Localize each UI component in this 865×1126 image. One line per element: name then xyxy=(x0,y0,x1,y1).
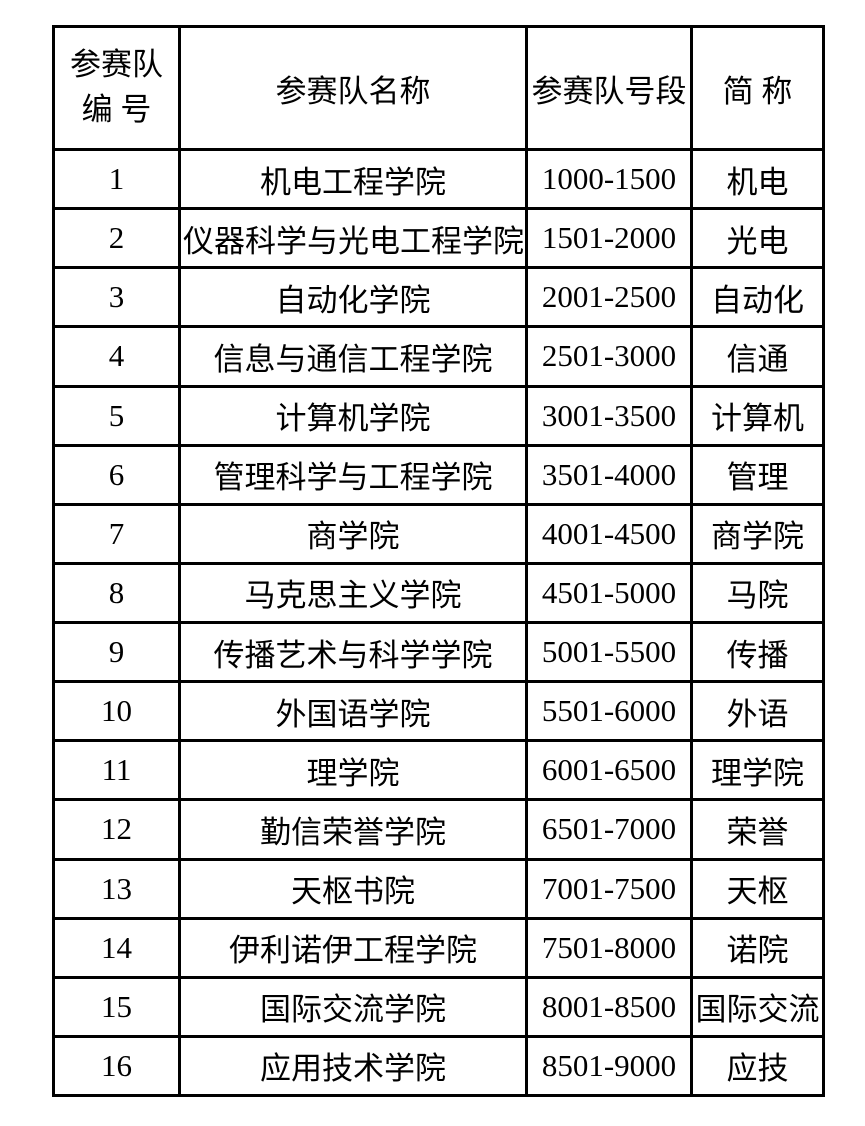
table-row: 12 勤信荣誉学院 6501-7000 荣誉 xyxy=(52,798,825,861)
cell-team-number: 7 xyxy=(52,502,181,565)
cell-team-number: 14 xyxy=(52,916,181,979)
cell-team-range: 7001-7500 xyxy=(525,857,693,920)
cell-abbr: 诺院 xyxy=(690,916,825,979)
header-team-name: 参赛队名称 xyxy=(178,25,528,151)
cell-team-name: 理学院 xyxy=(178,739,528,802)
cell-team-range: 1000-1500 xyxy=(525,147,693,211)
header-team-number: 参赛队 编 号 xyxy=(52,25,181,151)
header-row: 参赛队 编 号 参赛队名称 参赛队号段 简 称 xyxy=(52,25,825,151)
cell-team-name: 机电工程学院 xyxy=(178,147,528,211)
cell-team-range: 4001-4500 xyxy=(525,502,693,565)
cell-team-name: 自动化学院 xyxy=(178,266,528,329)
table-row: 13 天枢书院 7001-7500 天枢 xyxy=(52,857,825,920)
cell-team-number: 2 xyxy=(52,207,181,270)
table-row: 5 计算机学院 3001-3500 计算机 xyxy=(52,384,825,447)
cell-team-number: 3 xyxy=(52,266,181,329)
table-row: 2 仪器科学与光电工程学院 1501-2000 光电 xyxy=(52,207,825,270)
cell-abbr: 机电 xyxy=(690,147,825,211)
cell-team-name: 马克思主义学院 xyxy=(178,561,528,625)
table-row: 7 商学院 4001-4500 商学院 xyxy=(52,502,825,565)
cell-team-range: 6501-7000 xyxy=(525,798,693,861)
table-row: 8 马克思主义学院 4501-5000 马院 xyxy=(52,561,825,625)
cell-abbr: 天枢 xyxy=(690,857,825,920)
header-team-number-line1: 参赛队 xyxy=(70,47,163,83)
cell-abbr: 马院 xyxy=(690,561,825,625)
cell-team-name: 外国语学院 xyxy=(178,680,528,743)
cell-team-number: 9 xyxy=(52,620,181,684)
cell-team-number: 10 xyxy=(52,680,181,743)
cell-abbr: 应技 xyxy=(690,1034,825,1098)
cell-abbr: 商学院 xyxy=(690,502,825,565)
cell-team-range: 7501-8000 xyxy=(525,916,693,979)
table-row: 10 外国语学院 5501-6000 外语 xyxy=(52,680,825,743)
cell-team-range: 6001-6500 xyxy=(525,739,693,802)
cell-team-name: 勤信荣誉学院 xyxy=(178,798,528,861)
cell-team-number: 11 xyxy=(52,739,181,802)
cell-team-number: 1 xyxy=(52,147,181,211)
table-row: 9 传播艺术与科学学院 5001-5500 传播 xyxy=(52,620,825,684)
cell-team-range: 4501-5000 xyxy=(525,561,693,625)
cell-abbr: 理学院 xyxy=(690,739,825,802)
cell-team-range: 8001-8500 xyxy=(525,975,693,1038)
cell-team-number: 5 xyxy=(52,384,181,447)
cell-team-range: 8501-9000 xyxy=(525,1034,693,1098)
table-row: 6 管理科学与工程学院 3501-4000 管理 xyxy=(52,443,825,506)
table-body: 1 机电工程学院 1000-1500 机电 2 仪器科学与光电工程学院 1501… xyxy=(52,147,825,1098)
table-row: 4 信息与通信工程学院 2501-3000 信通 xyxy=(52,325,825,388)
header-abbr: 简 称 xyxy=(690,25,825,151)
table-row: 1 机电工程学院 1000-1500 机电 xyxy=(52,147,825,211)
table-row: 16 应用技术学院 8501-9000 应技 xyxy=(52,1034,825,1098)
cell-abbr: 外语 xyxy=(690,680,825,743)
cell-team-name: 伊利诺伊工程学院 xyxy=(178,916,528,979)
cell-team-number: 12 xyxy=(52,798,181,861)
teams-table: 参赛队 编 号 参赛队名称 参赛队号段 简 称 1 机电工程学院 1000-15… xyxy=(52,25,825,1098)
cell-team-range: 1501-2000 xyxy=(525,207,693,270)
cell-team-range: 2001-2500 xyxy=(525,266,693,329)
cell-abbr: 自动化 xyxy=(690,266,825,329)
table-row: 15 国际交流学院 8001-8500 国际交流 xyxy=(52,975,825,1038)
cell-team-name: 应用技术学院 xyxy=(178,1034,528,1098)
cell-team-range: 5001-5500 xyxy=(525,620,693,684)
cell-team-range: 3501-4000 xyxy=(525,443,693,506)
cell-team-number: 6 xyxy=(52,443,181,506)
cell-team-name: 信息与通信工程学院 xyxy=(178,325,528,388)
cell-team-range: 2501-3000 xyxy=(525,325,693,388)
cell-team-range: 5501-6000 xyxy=(525,680,693,743)
cell-team-number: 8 xyxy=(52,561,181,625)
cell-team-number: 13 xyxy=(52,857,181,920)
cell-team-name: 仪器科学与光电工程学院 xyxy=(178,207,528,270)
cell-team-name: 国际交流学院 xyxy=(178,975,528,1038)
cell-abbr: 计算机 xyxy=(690,384,825,447)
cell-abbr: 光电 xyxy=(690,207,825,270)
cell-team-name: 传播艺术与科学学院 xyxy=(178,620,528,684)
cell-team-name: 计算机学院 xyxy=(178,384,528,447)
header-team-range: 参赛队号段 xyxy=(525,25,693,151)
cell-team-number: 16 xyxy=(52,1034,181,1098)
cell-abbr: 传播 xyxy=(690,620,825,684)
cell-team-range: 3001-3500 xyxy=(525,384,693,447)
cell-abbr: 信通 xyxy=(690,325,825,388)
table-row: 3 自动化学院 2001-2500 自动化 xyxy=(52,266,825,329)
cell-team-name: 天枢书院 xyxy=(178,857,528,920)
cell-team-number: 4 xyxy=(52,325,181,388)
cell-abbr: 荣誉 xyxy=(690,798,825,861)
cell-team-name: 管理科学与工程学院 xyxy=(178,443,528,506)
cell-team-number: 15 xyxy=(52,975,181,1038)
header-team-number-line2: 编 号 xyxy=(81,92,152,127)
table-row: 14 伊利诺伊工程学院 7501-8000 诺院 xyxy=(52,916,825,979)
cell-abbr: 国际交流 xyxy=(690,975,825,1038)
cell-team-name: 商学院 xyxy=(178,502,528,565)
cell-abbr: 管理 xyxy=(690,443,825,506)
table-row: 11 理学院 6001-6500 理学院 xyxy=(52,739,825,802)
